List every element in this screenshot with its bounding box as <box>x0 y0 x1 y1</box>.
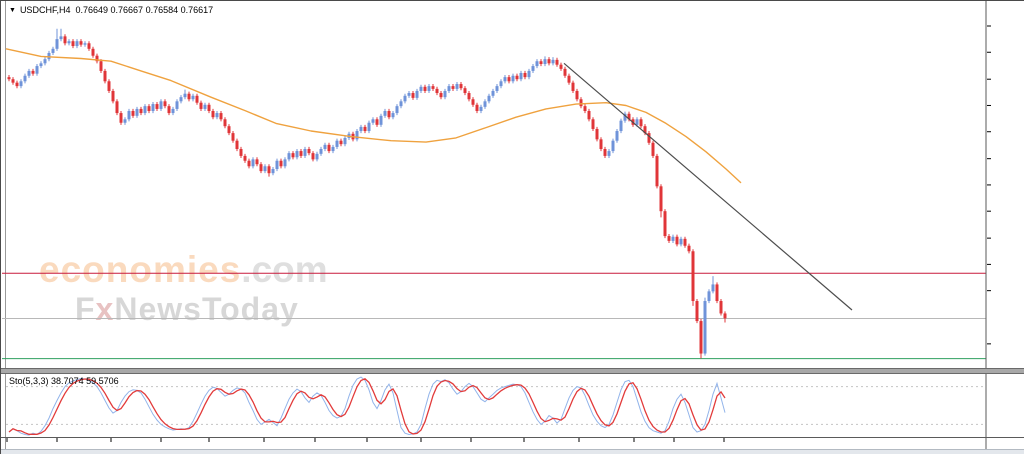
bar-open-value: 0.76649 <box>75 5 109 15</box>
stochastic-name: Sto(5,3,3) <box>9 376 49 386</box>
watermark-economies: economies.com <box>39 251 328 288</box>
watermark-tagline-rest: NewsToday <box>114 291 299 327</box>
stochastic-main-value: 38.7074 <box>51 376 84 386</box>
window-left-border <box>5 1 6 449</box>
chevron-down-icon[interactable]: ▼ <box>9 7 16 14</box>
chart-ohlc-header: ▼ USDCHF,H4 0.76649 0.76667 0.76584 0.766… <box>9 5 213 15</box>
panel-divider[interactable] <box>1 368 1024 374</box>
symbol-period-label: USDCHF,H4 <box>19 5 71 15</box>
bar-low-value: 0.76584 <box>145 5 179 15</box>
stochastic-signal-value: 59.5706 <box>86 376 119 386</box>
watermark-brand: economies <box>39 249 242 290</box>
bar-close-value: 0.76617 <box>180 5 214 15</box>
stochastic-label: Sto(5,3,3) 38.7074 59.5706 <box>9 376 119 386</box>
bar-high-value: 0.76667 <box>110 5 144 15</box>
watermark-tagline-x: x <box>95 291 115 327</box>
time-axis[interactable]: 3 Dec 20258 Dec 04:0010 Dec 20:0015 Dec … <box>1 438 986 449</box>
watermark-domain: .com <box>241 249 328 290</box>
watermark-fxnewstoday: FxNewsToday <box>75 293 299 325</box>
price-axis[interactable]: 0.808500.804700.800800.797000.793200.789… <box>987 1 1024 449</box>
bottom-strip <box>1 449 1024 454</box>
watermark-tagline-f: F <box>75 291 96 327</box>
